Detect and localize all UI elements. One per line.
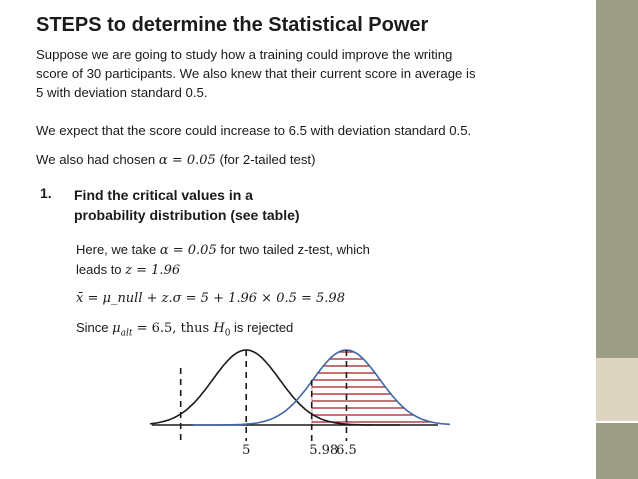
intro-line-3: 5 with deviation standard 0.5.	[36, 85, 208, 100]
tick-label-6-5: 6.5	[336, 443, 357, 458]
slide: STEPS to determine the Statistical Power…	[36, 14, 476, 458]
step-heading-line-1: Find the critical values in a	[74, 187, 253, 203]
explain-z: z = 1.96	[125, 263, 181, 278]
expect-paragraph: We expect that the score could increase …	[36, 123, 472, 138]
since-part1: Since	[76, 320, 113, 335]
explain-text: Here, we take α = 0.05 for two tailed z-…	[76, 240, 370, 280]
step-heading: Find the critical values in a probabilit…	[74, 185, 300, 225]
since-text: Since μalt = 6.5, thus H0 is rejected	[76, 318, 293, 344]
alpha-suffix: (for 2-tailed test)	[215, 152, 316, 167]
explain-alpha: α = 0.05	[159, 243, 217, 258]
explain-part2: for two tailed z-test, which	[216, 242, 370, 257]
explain-part3: leads to	[76, 262, 126, 277]
alpha-math: α = 0.05	[158, 153, 216, 168]
decorative-sidebar-divider	[596, 421, 638, 423]
since-part2: = 6.5, thus	[132, 321, 214, 336]
intro-line-1: Suppose we are going to study how a trai…	[36, 47, 453, 62]
since-part3: is rejected	[230, 320, 294, 335]
intro-line-2: score of 30 participants. We also knew t…	[36, 66, 476, 81]
decorative-sidebar-block	[596, 358, 638, 422]
since-h-sub: 0	[224, 328, 231, 339]
critical-value-equation: x̄ = μ_null + z.σ = 5 + 1.96 × 0.5 = 5.9…	[76, 291, 345, 306]
slide-title: STEPS to determine the Statistical Power	[36, 14, 429, 36]
since-h: H	[213, 321, 225, 336]
distribution-figure: 5 5.98 6.5	[150, 349, 450, 458]
tick-label-5-98: 5.98	[309, 443, 338, 458]
intro-paragraph: Suppose we are going to study how a trai…	[36, 45, 476, 102]
alpha-paragraph: We also had chosen α = 0.05 (for 2-taile…	[36, 150, 316, 170]
step-heading-line-2: probability distribution (see table)	[74, 207, 300, 223]
since-mu-sub: alt	[120, 328, 133, 339]
explain-part1: Here, we take	[76, 242, 160, 257]
step-number: 1.	[40, 185, 52, 201]
since-mu: μ	[112, 321, 121, 336]
alpha-prefix: We also had chosen	[36, 152, 159, 167]
rejection-region-hatch	[311, 350, 450, 425]
tick-label-5: 5	[242, 443, 250, 458]
